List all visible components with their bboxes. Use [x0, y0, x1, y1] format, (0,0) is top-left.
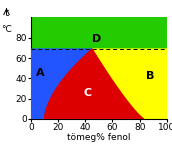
Text: A: A	[36, 68, 45, 78]
Polygon shape	[31, 17, 167, 49]
Polygon shape	[92, 49, 167, 119]
Text: t: t	[4, 8, 9, 18]
Text: C: C	[84, 88, 92, 97]
Text: °C: °C	[1, 25, 12, 34]
Polygon shape	[31, 49, 92, 119]
Text: B: B	[146, 71, 155, 81]
Text: D: D	[92, 34, 101, 44]
Polygon shape	[45, 49, 144, 119]
X-axis label: tömeg% fenol: tömeg% fenol	[67, 133, 131, 142]
